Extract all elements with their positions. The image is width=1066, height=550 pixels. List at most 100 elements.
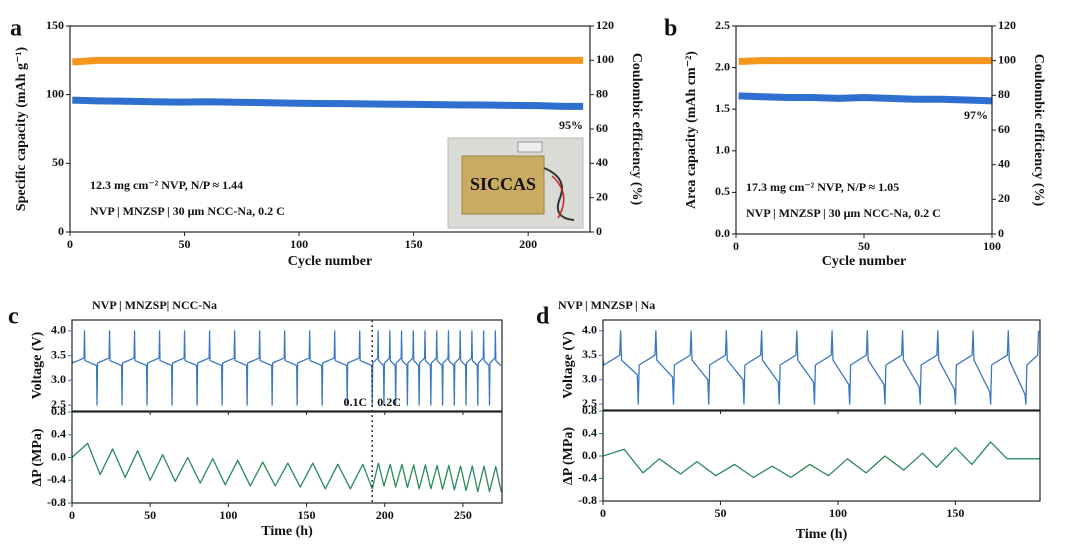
data-line (72, 330, 502, 406)
y-tick-label: 2.5 (715, 18, 730, 32)
y-tick-label: 1.0 (715, 143, 730, 157)
plot-frame (602, 319, 1041, 411)
y-tick-label: 3.5 (582, 347, 597, 361)
y2-tick-label: 80 (596, 86, 608, 100)
x-tick-label: 150 (298, 508, 316, 522)
y-tick-label: 0.8 (582, 403, 597, 417)
panel-letter: c (8, 304, 19, 330)
y2-tick-label: 120 (596, 18, 614, 32)
plot-frame (71, 319, 503, 412)
annotation: 97% (964, 108, 988, 122)
note: NVP | MNZSP | 30 μm NCC-Na, 0.2 C (90, 204, 285, 218)
y2-tick-label: 40 (998, 156, 1010, 170)
plot-frame (602, 410, 1041, 502)
y-axis-label: Area capacity (mAh cm⁻²) (684, 51, 699, 209)
y-tick-label: 150 (46, 18, 64, 32)
y-tick-label: 1.5 (715, 101, 730, 115)
y-tick-label: -0.8 (578, 493, 597, 507)
x-tick-label: 150 (946, 506, 964, 520)
y-tick-label: 0.4 (51, 427, 66, 441)
data-line (72, 442, 502, 493)
x-tick-label: 200 (376, 508, 394, 522)
y-axis-label: ΔP (MPa) (30, 428, 45, 486)
chart-title: NVP | MNZSP| NCC-Na (92, 298, 217, 312)
note: NVP | MNZSP | 30 μm NCC-Na, 0.2 C (746, 206, 941, 220)
x-axis-label: Time (h) (796, 527, 848, 542)
y-axis-label: Voltage (V) (30, 331, 45, 399)
x-tick-label: 0 (67, 237, 73, 251)
y-tick-label: 0.0 (715, 226, 730, 240)
y-axis-label: Voltage (V) (561, 331, 576, 399)
inset-board (461, 155, 545, 215)
y-tick-label: 0.0 (51, 449, 66, 463)
data-line (738, 57, 992, 66)
plot-frame (71, 411, 503, 504)
x-tick-label: 0 (600, 506, 606, 520)
rate-label: 0.2C (377, 395, 401, 409)
y-tick-label: 0.5 (715, 184, 730, 198)
inset-cell (517, 141, 543, 153)
y-tick-label: 2.5 (51, 397, 66, 411)
y-tick-label: -0.4 (47, 472, 66, 486)
x-axis-label: Cycle number (288, 254, 372, 269)
panel-letter: a (10, 16, 22, 42)
inset-wire (551, 175, 565, 219)
x-tick-label: 100 (219, 508, 237, 522)
y2-tick-label: 20 (596, 189, 608, 203)
x-tick-label: 50 (714, 506, 726, 520)
y2-tick-label: 0 (998, 226, 1004, 240)
x-tick-label: 0 (69, 508, 75, 522)
annotation: 95% (559, 118, 583, 132)
data-line (603, 441, 1040, 479)
y2-axis-label: Coulombic efficiency (%) (629, 53, 644, 206)
x-tick-label: 50 (858, 239, 870, 253)
y2-tick-label: 100 (998, 52, 1016, 66)
data-line (72, 96, 584, 110)
y2-tick-label: 80 (998, 87, 1010, 101)
x-tick-label: 150 (405, 237, 423, 251)
y-tick-label: 2.0 (715, 59, 730, 73)
x-tick-label: 250 (454, 508, 472, 522)
y-axis-label: ΔP (MPa) (561, 427, 576, 485)
note: 17.3 mg cm⁻² NVP, N/P ≈ 1.05 (746, 180, 899, 194)
y2-axis-label: Coulombic efficiency (%) (1031, 54, 1046, 207)
y2-tick-label: 60 (998, 122, 1010, 136)
inset-wire (543, 167, 575, 221)
x-tick-label: 50 (179, 237, 191, 251)
y-tick-label: 3.0 (582, 371, 597, 385)
x-tick-label: 100 (290, 237, 308, 251)
data-line (738, 92, 992, 105)
y2-tick-label: 100 (596, 52, 614, 66)
x-tick-label: 100 (829, 506, 847, 520)
y-tick-label: 3.0 (51, 372, 66, 386)
y-tick-label: 50 (52, 155, 64, 169)
y-tick-label: 3.5 (51, 347, 66, 361)
rate-label: 0.1C (344, 395, 368, 409)
y-tick-label: 0.8 (51, 404, 66, 418)
data-line (72, 56, 584, 66)
x-tick-label: 100 (983, 239, 1001, 253)
chart-title: NVP | MNZSP | Na (558, 298, 655, 312)
panel-letter: d (536, 304, 550, 330)
y2-tick-label: 40 (596, 155, 608, 169)
x-axis-label: Time (h) (261, 524, 313, 539)
y-tick-label: 0.0 (582, 448, 597, 462)
x-tick-label: 0 (733, 239, 739, 253)
inset-text: SICCAS (470, 174, 536, 194)
y2-tick-label: 20 (998, 191, 1010, 205)
y2-tick-label: 60 (596, 121, 608, 135)
y-tick-label: 4.0 (51, 323, 66, 337)
y-tick-label: 2.5 (582, 396, 597, 410)
y2-tick-label: 0 (596, 224, 602, 238)
y2-tick-label: 120 (998, 18, 1016, 32)
panel-letter: b (664, 16, 677, 42)
note: 12.3 mg cm⁻² NVP, N/P ≈ 1.44 (90, 178, 243, 192)
y-tick-label: 4.0 (582, 323, 597, 337)
data-line (603, 330, 1040, 405)
y-axis-label: Specific capacity (mAh g⁻¹) (14, 46, 29, 211)
x-axis-label: Cycle number (822, 254, 906, 269)
x-tick-label: 50 (144, 508, 156, 522)
y-tick-label: 100 (46, 86, 64, 100)
y-tick-label: -0.4 (578, 470, 597, 484)
